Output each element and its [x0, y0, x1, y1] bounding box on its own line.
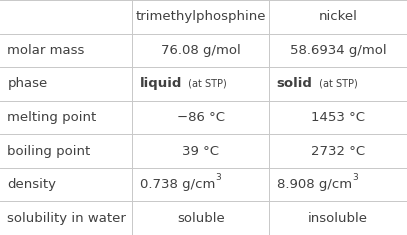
Text: −86 °C: −86 °C	[177, 111, 225, 124]
Text: density: density	[7, 178, 56, 191]
Text: 39 °C: 39 °C	[182, 145, 219, 158]
Text: soluble: soluble	[177, 212, 225, 225]
Text: boiling point: boiling point	[7, 145, 91, 158]
Text: 1453 °C: 1453 °C	[311, 111, 365, 124]
Text: nickel: nickel	[319, 10, 358, 23]
Text: 58.6934 g/mol: 58.6934 g/mol	[290, 44, 387, 57]
Text: liquid: liquid	[140, 77, 182, 90]
Text: 3: 3	[215, 173, 221, 182]
Text: (at STP): (at STP)	[316, 79, 358, 89]
Text: insoluble: insoluble	[308, 212, 368, 225]
Text: 76.08 g/mol: 76.08 g/mol	[161, 44, 241, 57]
Text: phase: phase	[7, 77, 48, 90]
Text: 3: 3	[352, 173, 358, 182]
Text: 8.908 g/cm: 8.908 g/cm	[277, 178, 352, 191]
Text: solid: solid	[277, 77, 313, 90]
Text: (at STP): (at STP)	[185, 79, 227, 89]
Text: melting point: melting point	[7, 111, 96, 124]
Text: 2732 °C: 2732 °C	[311, 145, 365, 158]
Text: solubility in water: solubility in water	[7, 212, 126, 225]
Text: molar mass: molar mass	[7, 44, 85, 57]
Text: trimethylphosphine: trimethylphosphine	[136, 10, 266, 23]
Text: 0.738 g/cm: 0.738 g/cm	[140, 178, 215, 191]
